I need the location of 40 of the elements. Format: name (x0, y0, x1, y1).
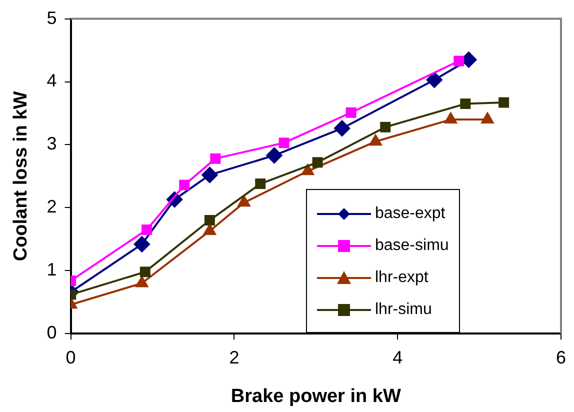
point (312, 157, 323, 168)
point (334, 120, 350, 136)
point (454, 56, 464, 66)
point (302, 164, 314, 176)
y-tick-label: 2 (46, 196, 57, 217)
point (346, 107, 356, 118)
x-tick-label: 0 (66, 347, 76, 368)
point (481, 112, 494, 124)
point (179, 180, 190, 190)
y-tick-label: 1 (46, 260, 57, 280)
point (210, 153, 221, 164)
y-axis-title: Coolant loss in kW (10, 91, 32, 262)
y-tick-label: 3 (46, 134, 57, 154)
legend-label: base-expt (374, 204, 446, 223)
point (204, 215, 215, 226)
y-tick-label: 0 (46, 322, 57, 343)
point (278, 138, 290, 148)
point (426, 72, 442, 88)
point (380, 122, 391, 132)
point (140, 266, 150, 278)
point (369, 134, 382, 146)
x-tick-label: 4 (392, 347, 403, 368)
y-tick-label: 5 (46, 8, 57, 28)
y-tick-label: 4 (46, 70, 57, 91)
point (266, 147, 282, 164)
x-tick-label: 2 (229, 347, 240, 368)
point (460, 98, 471, 110)
point (134, 236, 150, 252)
x-tick-label: 6 (556, 347, 566, 368)
point (498, 97, 510, 108)
legend-label: base-simu (374, 236, 449, 255)
legend-label: lhr-simu (374, 300, 432, 319)
x-axis-title: Brake power in kW (230, 386, 401, 407)
point (202, 166, 218, 183)
legend-label: lhr-expt (374, 268, 428, 287)
point (136, 276, 148, 288)
point (142, 224, 152, 235)
point (255, 178, 266, 189)
point (238, 196, 250, 207)
point (444, 112, 457, 124)
